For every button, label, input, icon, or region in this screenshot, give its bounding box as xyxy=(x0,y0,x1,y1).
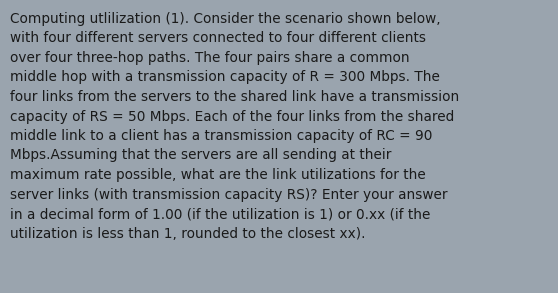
Text: maximum rate possible, what are the link utilizations for the: maximum rate possible, what are the link… xyxy=(10,168,426,182)
Text: utilization is less than 1, rounded to the closest xx).: utilization is less than 1, rounded to t… xyxy=(10,226,365,241)
Text: in a decimal form of 1.00 (if the utilization is 1) or 0.xx (if the: in a decimal form of 1.00 (if the utiliz… xyxy=(10,207,430,221)
Text: over four three-hop paths. The four pairs share a common: over four three-hop paths. The four pair… xyxy=(10,51,410,65)
Text: Mbps.Assuming that the servers are all sending at their: Mbps.Assuming that the servers are all s… xyxy=(10,149,391,163)
Text: server links (with transmission capacity RS)? Enter your answer: server links (with transmission capacity… xyxy=(10,188,448,202)
Text: with four different servers connected to four different clients: with four different servers connected to… xyxy=(10,32,426,45)
Text: capacity of RS = 50 Mbps. Each of the four links from the shared: capacity of RS = 50 Mbps. Each of the fo… xyxy=(10,110,454,124)
Text: Computing utlilization (1). Consider the scenario shown below,: Computing utlilization (1). Consider the… xyxy=(10,12,441,26)
Text: middle hop with a transmission capacity of R = 300 Mbps. The: middle hop with a transmission capacity … xyxy=(10,71,440,84)
Text: four links from the servers to the shared link have a transmission: four links from the servers to the share… xyxy=(10,90,459,104)
Text: middle link to a client has a transmission capacity of RC = 90: middle link to a client has a transmissi… xyxy=(10,129,432,143)
